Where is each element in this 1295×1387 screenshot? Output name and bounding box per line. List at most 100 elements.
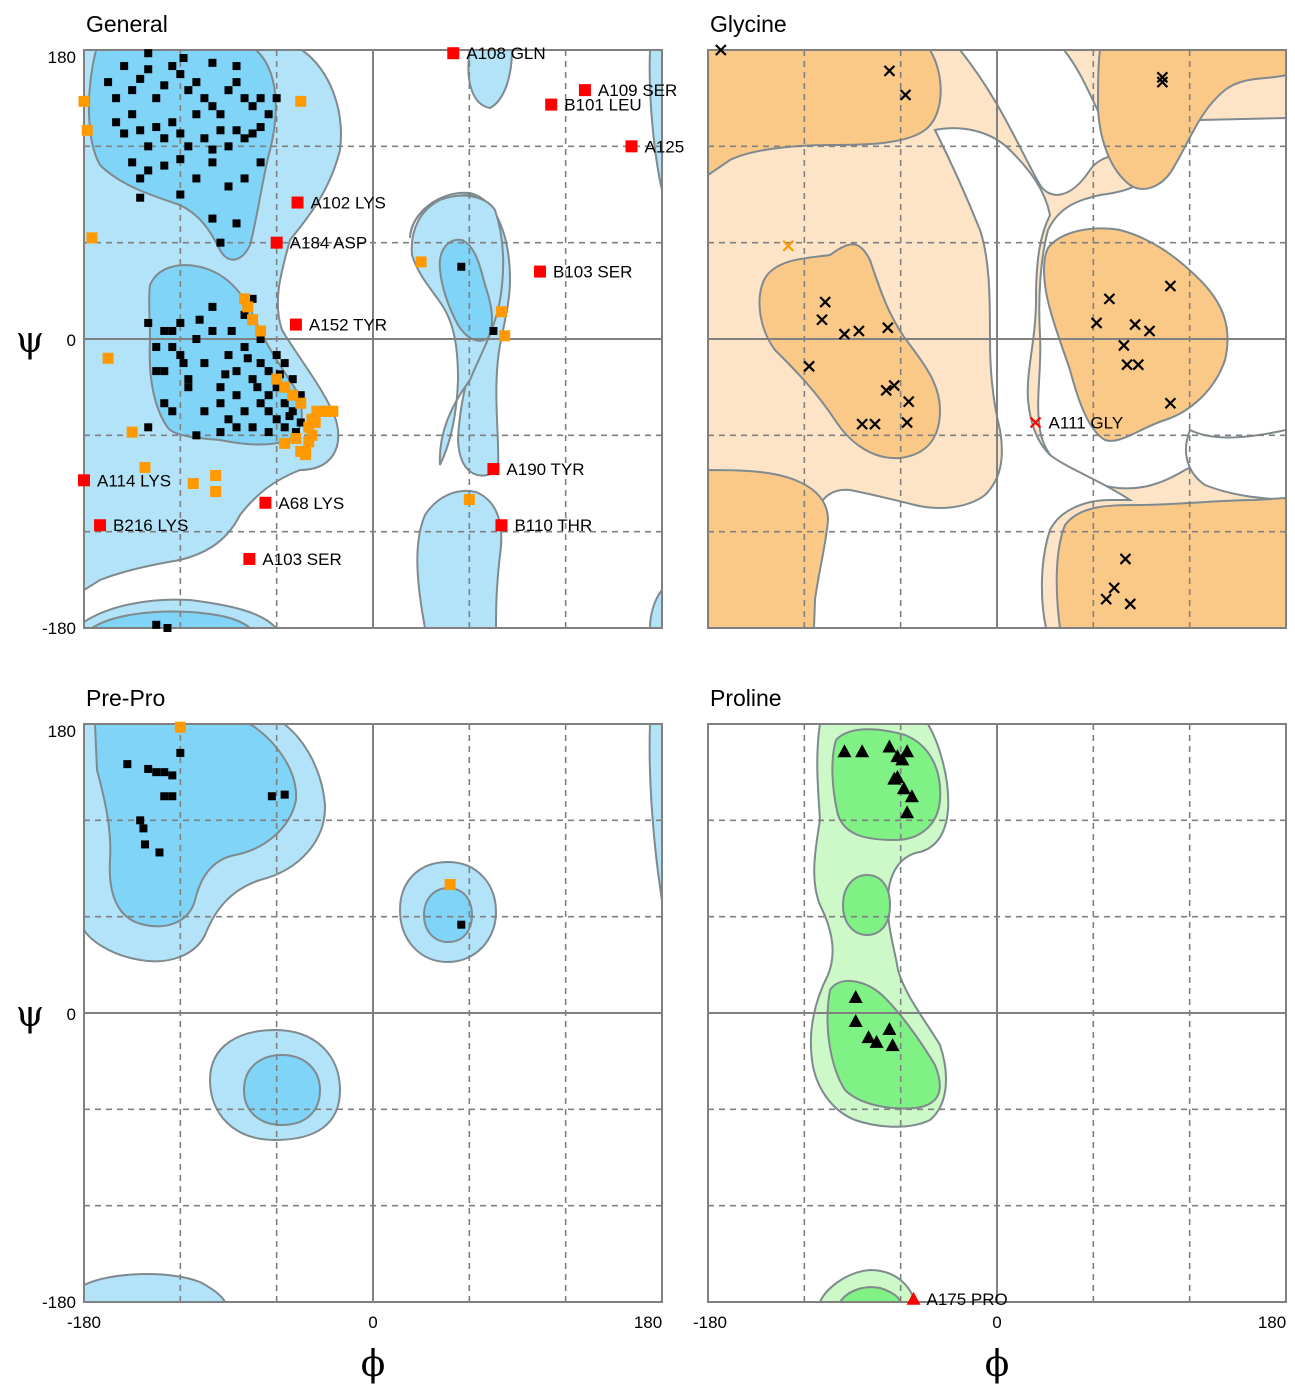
axis-labels: 180 0 -180 180 0 -180 -180 0 180 -180 0 …	[16, 48, 1286, 1385]
outlier-point	[259, 496, 272, 509]
allowed-region	[648, 724, 662, 901]
favoured-point	[900, 744, 915, 758]
favoured-point	[272, 415, 281, 424]
favoured-region	[93, 724, 298, 928]
panel-prepro: Pre-Pro	[83, 685, 663, 1303]
favoured-point	[240, 94, 249, 103]
allowed-point	[242, 301, 254, 313]
favoured-point	[160, 326, 169, 335]
favoured-point	[168, 407, 177, 416]
favoured-region	[838, 1286, 902, 1302]
favoured-point	[216, 399, 225, 408]
favoured-point	[168, 62, 177, 71]
x-tick-0-left: 0	[368, 1313, 377, 1332]
favoured-point	[112, 118, 121, 127]
panel-glycine: Glycine A111 GLY	[707, 11, 1287, 629]
favoured-point	[264, 367, 273, 376]
favoured-point	[896, 781, 911, 795]
outlier-label: A102 LYS	[311, 194, 386, 213]
favoured-point	[856, 418, 868, 430]
favoured-point	[253, 383, 262, 392]
x-tick-neg180-left: -180	[67, 1313, 101, 1332]
favoured-point	[489, 326, 498, 335]
favoured-point	[144, 65, 153, 74]
favoured-point	[1103, 293, 1116, 305]
outlier-label: B110 THR	[514, 516, 592, 535]
favoured-point	[136, 816, 145, 825]
x-tick-0-right: 0	[992, 1313, 1001, 1332]
favoured-point	[264, 428, 273, 437]
favoured-point	[1108, 582, 1120, 594]
favoured-point	[280, 790, 289, 799]
allowed-point	[271, 373, 283, 385]
favoured-point	[855, 744, 870, 758]
favoured-point	[152, 768, 161, 777]
favoured-point	[168, 771, 177, 780]
proline-grid	[707, 723, 1287, 1303]
allowed-point	[309, 416, 321, 428]
favoured-point	[288, 375, 297, 384]
favoured-point	[224, 182, 233, 191]
y-tick-180-bottom: 180	[48, 722, 76, 741]
favoured-point	[285, 412, 294, 421]
favoured-region	[826, 979, 941, 1110]
favoured-point	[869, 1034, 884, 1048]
allowed-point	[463, 494, 475, 506]
panel-title-general: General	[86, 11, 168, 37]
favoured-point	[168, 343, 177, 352]
favoured-point	[216, 238, 225, 247]
plot-frame	[83, 723, 663, 1303]
favoured-region	[438, 238, 493, 342]
favoured-point	[248, 423, 257, 432]
favoured-point	[184, 383, 193, 392]
favoured-point	[176, 748, 185, 757]
outlier-point	[578, 84, 591, 97]
favoured-point	[902, 395, 915, 408]
favoured-point	[120, 62, 129, 71]
favoured-region	[242, 1053, 322, 1127]
favoured-point	[232, 126, 241, 135]
glycine-grid	[707, 49, 1287, 629]
favoured-point	[168, 792, 177, 801]
favoured-region	[84, 610, 252, 628]
favoured-point	[136, 74, 145, 83]
favoured-point	[256, 359, 265, 368]
favoured-point	[819, 296, 831, 308]
allowed-point	[239, 293, 251, 305]
allowed-point	[86, 232, 98, 244]
favoured-point	[128, 158, 137, 167]
favoured-point	[899, 89, 912, 101]
favoured-point	[155, 848, 164, 857]
proline-points: A175 PRO	[837, 739, 1008, 1309]
favoured-point	[160, 768, 169, 777]
favoured-point	[216, 126, 225, 135]
favoured-point	[136, 126, 145, 135]
favoured-point	[168, 326, 177, 335]
outlier-label: A114 LYS	[97, 471, 171, 490]
favoured-point	[152, 123, 161, 132]
x-tick-180-left: 180	[634, 1313, 662, 1332]
favoured-point	[256, 94, 265, 103]
favoured-point	[272, 383, 281, 392]
favoured-point	[160, 81, 169, 90]
outlier-point	[1029, 416, 1042, 429]
favoured-point	[232, 423, 241, 432]
favoured-point	[144, 142, 153, 151]
favoured-point	[288, 407, 297, 416]
allowed-point	[295, 95, 307, 107]
outlier-label: A103 SER	[262, 550, 341, 569]
outlier-point	[625, 140, 638, 153]
favoured-region	[708, 469, 830, 628]
favoured-point	[128, 110, 137, 119]
favoured-point	[179, 54, 188, 63]
favoured-point	[888, 379, 901, 392]
general-grid	[83, 49, 663, 629]
favoured-point	[200, 134, 209, 143]
plot-frame	[707, 49, 1287, 629]
favoured-point	[264, 391, 273, 400]
favoured-point	[152, 94, 161, 103]
favoured-point	[144, 423, 153, 432]
